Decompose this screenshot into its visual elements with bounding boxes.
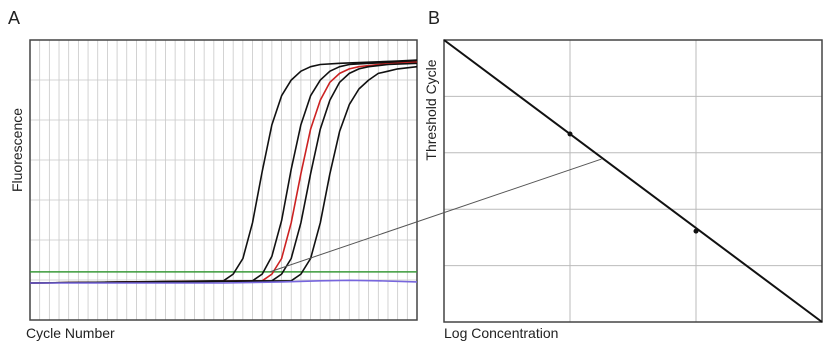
panel-b-y-axis-label: Threshold Cycle: [423, 59, 439, 160]
panel-a-y-axis-label: Fluorescence: [9, 108, 25, 192]
panel-b-data-point-2: [693, 228, 699, 234]
panel-connector: [269, 158, 602, 273]
panel-b-fit-line: [443, 39, 823, 323]
panel-a-x-axis-label: Cycle Number: [26, 325, 115, 341]
panel-a-series-group: [29, 59, 418, 284]
panel-b-series-group: [443, 39, 823, 323]
panel-b-label: B: [428, 8, 440, 28]
panel-a-label: A: [8, 8, 20, 28]
panel-a-gridlines: [30, 40, 417, 320]
panel-a-series-line-2: [29, 60, 418, 284]
panel-b-gridlines: [444, 40, 822, 322]
panel-a-series-line-6: [30, 279, 418, 284]
panel-a-series-line-4: [29, 62, 418, 284]
panel-b-x-axis-label: Log Concentration: [444, 325, 558, 341]
panel-b-plot-frame: [443, 39, 823, 323]
panel-a-series-line-1: [29, 59, 418, 284]
connector-line: [269, 158, 602, 273]
panel-b-data-point-1: [567, 131, 573, 137]
panel-a-series-line-3: [29, 61, 418, 284]
panel-a-plot-frame: [29, 39, 418, 321]
panel-a-series-line-5: [29, 65, 418, 284]
